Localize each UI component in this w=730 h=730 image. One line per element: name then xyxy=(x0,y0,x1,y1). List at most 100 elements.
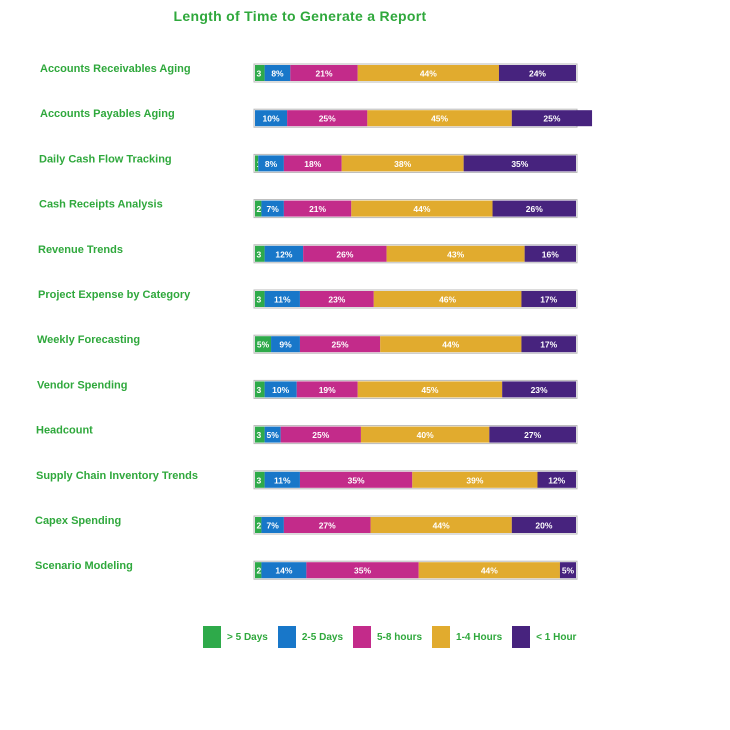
bar-outline xyxy=(253,199,578,219)
data-label: 27% xyxy=(524,430,541,440)
bar-segment xyxy=(287,110,368,127)
bar-segment xyxy=(511,110,593,127)
bar-segment xyxy=(537,471,576,488)
data-label: 2 xyxy=(257,204,262,214)
data-label: 20% xyxy=(535,521,552,531)
data-label: 8% xyxy=(271,69,284,79)
data-label: 7% xyxy=(267,521,280,531)
chart-legend: > 5 Days 2-5 Days 5-8 hours 1-4 Hours < … xyxy=(203,626,586,648)
bar-segment xyxy=(463,155,576,172)
category-label: Supply Chain Inventory Trends xyxy=(36,470,198,482)
data-label: 7% xyxy=(267,204,280,214)
category-label: Accounts Payables Aging xyxy=(40,108,175,120)
data-label: 39% xyxy=(466,475,483,485)
data-label: 25% xyxy=(312,430,329,440)
data-label: 11% xyxy=(274,295,291,305)
legend-swatch xyxy=(353,626,372,648)
data-label: 3 xyxy=(257,475,262,485)
bar-outline xyxy=(253,153,578,173)
bar-segment xyxy=(280,426,361,443)
legend-swatch xyxy=(203,626,221,648)
category-label: Headcount xyxy=(36,425,93,437)
data-label: 26% xyxy=(336,249,353,259)
data-label: 45% xyxy=(431,114,448,124)
legend-swatch xyxy=(512,626,531,648)
bar-outline xyxy=(253,425,578,445)
bar-segment xyxy=(283,200,352,217)
bar-segment xyxy=(498,65,576,81)
legend-label: 1-4 Hours xyxy=(456,631,503,643)
legend-swatch xyxy=(432,626,451,648)
data-label: 40% xyxy=(417,430,434,440)
category-label: Scenario Modeling xyxy=(35,560,133,572)
bar-segment xyxy=(255,336,272,353)
bar-segment xyxy=(271,336,300,353)
data-label: 10% xyxy=(272,385,289,395)
data-label: 27% xyxy=(319,521,336,531)
bar-segment xyxy=(261,517,284,533)
bar-segment xyxy=(521,291,576,307)
data-label: 3 xyxy=(257,430,262,440)
bar-segment xyxy=(255,110,288,127)
data-label: 44% xyxy=(413,204,430,214)
bar-segment xyxy=(360,426,490,443)
data-label: 24% xyxy=(529,69,546,79)
bar-segment xyxy=(341,155,464,172)
bar-segment xyxy=(418,562,560,579)
bar-segment xyxy=(380,336,522,353)
data-label: 17% xyxy=(540,295,557,305)
bar-segment xyxy=(299,291,374,307)
data-label: 35% xyxy=(354,566,371,576)
bar-outline xyxy=(253,560,578,580)
legend-item: 5-8 hours xyxy=(353,626,422,648)
bar-outline xyxy=(253,244,578,264)
bar-segment xyxy=(255,65,265,81)
bar-segment xyxy=(264,381,297,398)
bar-segment xyxy=(255,562,262,579)
bar-segment xyxy=(357,381,503,398)
bar-outline xyxy=(253,63,578,83)
bar-segment xyxy=(261,562,307,579)
category-label: Revenue Trends xyxy=(38,244,123,256)
bar-segment xyxy=(489,426,576,443)
bar-outline xyxy=(253,515,578,535)
bar-segment xyxy=(306,562,419,579)
legend-label: < 1 Hour xyxy=(536,631,577,643)
bar-segment xyxy=(303,245,387,262)
bar-segment xyxy=(511,517,576,533)
data-label: 3 xyxy=(257,249,262,259)
data-label: 43% xyxy=(447,249,464,259)
bar-segment xyxy=(255,426,265,443)
chart-title: Length of Time to Generate a Report xyxy=(173,8,427,24)
legend-item: < 1 Hour xyxy=(512,626,576,648)
bar-segment xyxy=(521,336,576,353)
data-label: 5% xyxy=(257,340,270,350)
bar-segment xyxy=(357,65,499,81)
legend-label: > 5 Days xyxy=(227,631,268,643)
data-label: 14% xyxy=(275,566,292,576)
bar-segment xyxy=(373,291,522,307)
data-label: 38% xyxy=(394,159,411,169)
category-label: Cash Receipts Analysis xyxy=(39,199,163,211)
bar-outline xyxy=(253,379,578,399)
data-label: 44% xyxy=(442,340,459,350)
data-label: 23% xyxy=(531,385,548,395)
data-label: 3 xyxy=(257,385,262,395)
data-label: 12% xyxy=(275,249,292,259)
bar-outline xyxy=(253,334,578,354)
data-label: 21% xyxy=(309,204,326,214)
data-label: 18% xyxy=(304,159,321,169)
data-label: 46% xyxy=(439,295,456,305)
bar-segment xyxy=(299,471,413,488)
legend-label: 2-5 Days xyxy=(301,631,344,643)
data-label: 10% xyxy=(263,114,280,124)
data-label: 25% xyxy=(319,114,336,124)
data-label: 16% xyxy=(542,249,559,259)
bar-segment xyxy=(351,200,493,217)
data-label: 35% xyxy=(348,475,365,485)
bar-segment xyxy=(261,200,284,217)
data-label: 3 xyxy=(257,295,262,305)
data-label: 8% xyxy=(265,159,278,169)
bar-segment xyxy=(524,245,576,262)
bar-segment xyxy=(559,562,576,579)
